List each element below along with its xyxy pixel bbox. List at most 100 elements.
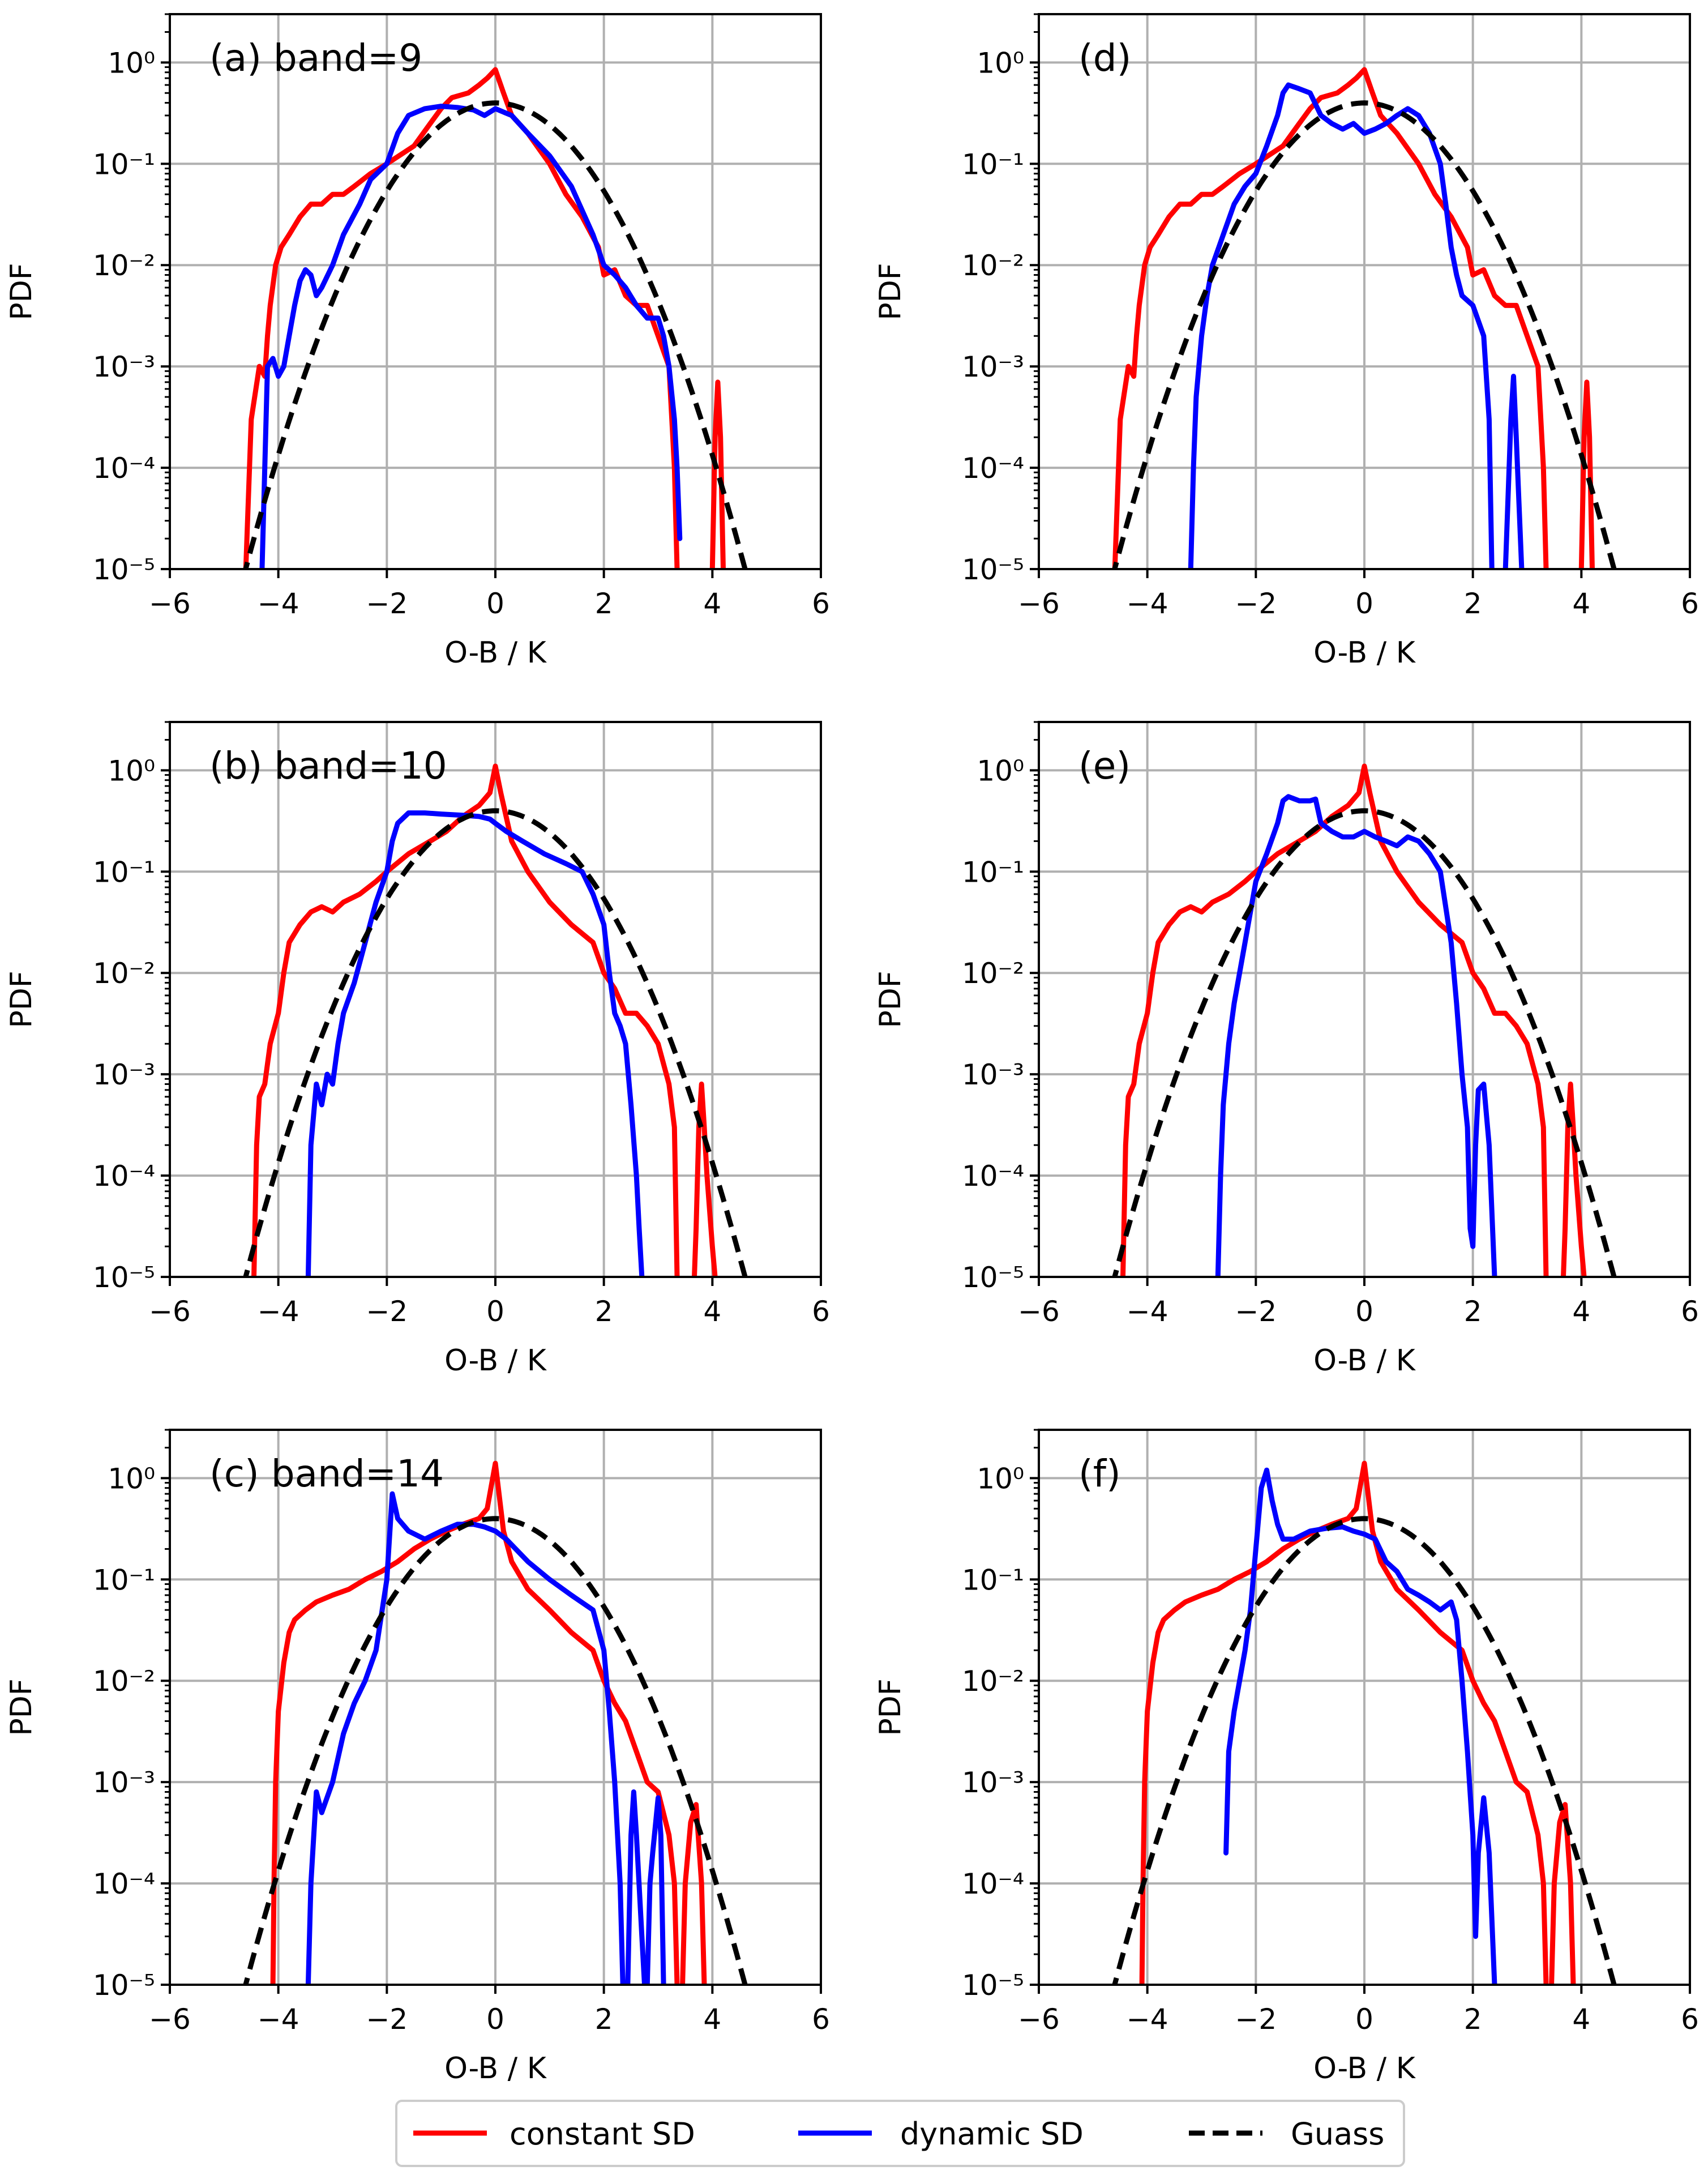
panel-annotation: (d) (1078, 36, 1131, 80)
x-tick-label: 4 (703, 1295, 721, 1328)
y-tick-label: 10⁻³ (93, 1766, 155, 1799)
y-tick-label: 10⁻⁵ (93, 553, 155, 586)
y-axis-label: PDF (874, 971, 907, 1028)
x-tick-label: 4 (1572, 587, 1590, 620)
series-line-guass (243, 808, 748, 1277)
y-tick-label: 10⁻² (962, 249, 1024, 282)
y-axis-label: PDF (874, 263, 907, 320)
x-tick-label: −2 (366, 1295, 408, 1328)
series-group (243, 67, 748, 569)
y-tick-label: 10⁻¹ (93, 1563, 155, 1596)
y-tick-label: 10⁻⁵ (93, 1261, 155, 1294)
y-tick-label: 10⁰ (977, 46, 1024, 79)
y-tick-label: 10⁻⁴ (962, 452, 1024, 485)
y-tick-label: 10⁻³ (93, 1058, 155, 1091)
subplot-e: −6 −4 −2 0 2 4 6 10⁰ 10⁻¹ 10⁻² 10⁻³ 10⁻⁴ 10⁻⁵ O-B / K… (874, 721, 1699, 1378)
x-tick-label: −2 (1235, 2003, 1277, 2036)
series-line-constant-sd (1139, 1460, 1576, 1985)
y-tick-label: 10⁻⁵ (962, 553, 1024, 586)
series-group (243, 763, 748, 1277)
series-line-guass (243, 1516, 748, 1985)
panel-annotation: (e) (1078, 744, 1131, 788)
x-tick-label: 6 (812, 2003, 830, 2036)
x-tick-label: −6 (1018, 1295, 1060, 1328)
x-tick-label: −4 (258, 587, 299, 620)
x-axis-label: O-B / K (444, 2052, 547, 2086)
y-tick-label: 10⁻³ (962, 351, 1024, 383)
y-tick-label: 10⁻³ (93, 351, 155, 383)
series-line-guass (243, 100, 748, 569)
x-tick-label: 2 (1464, 2003, 1482, 2036)
y-tick-label: 10⁻⁵ (962, 1261, 1024, 1294)
x-tick-label: 4 (703, 587, 721, 620)
legend-constant-sd-label: constant SD (510, 2116, 695, 2152)
x-tick-label: 4 (703, 2003, 721, 2036)
series-line-dynamic-sd (305, 1491, 666, 1985)
y-tick-label: 10⁻⁴ (962, 1160, 1024, 1193)
series-line-dynamic-sd (259, 104, 683, 569)
x-tick-label: 6 (1681, 2003, 1699, 2036)
y-tick-label: 10⁰ (977, 754, 1024, 787)
x-tick-label: −4 (258, 2003, 299, 2036)
panel-annotation: (c) band=14 (209, 1452, 444, 1495)
x-tick-label: 0 (486, 2003, 504, 2036)
x-tick-label: 0 (1355, 2003, 1373, 2036)
x-tick-label: 2 (1464, 1295, 1482, 1328)
x-tick-label: −2 (366, 2003, 408, 2036)
x-tick-label: 6 (1681, 587, 1699, 620)
x-tick-label: −6 (149, 1295, 191, 1328)
x-tick-label: −6 (149, 2003, 191, 2036)
series-line-dynamic-sd (1215, 794, 1497, 1277)
x-tick-label: −6 (1018, 2003, 1060, 2036)
y-tick-label: 10⁻¹ (962, 1563, 1024, 1596)
x-tick-label: 2 (595, 2003, 613, 2036)
x-tick-label: 6 (1681, 1295, 1699, 1328)
y-axis-label: PDF (5, 263, 38, 320)
y-tick-label: 10⁻³ (962, 1058, 1024, 1091)
x-tick-label: 2 (595, 1295, 613, 1328)
x-tick-label: −6 (149, 587, 191, 620)
y-tick-label: 10⁻² (962, 957, 1024, 990)
x-tick-label: −4 (258, 1295, 299, 1328)
y-tick-label: 10⁻² (93, 1665, 155, 1698)
y-tick-label: 10⁻⁴ (93, 1160, 155, 1193)
subplot-d: −6 −4 −2 0 2 4 6 10⁰ 10⁻¹ 10⁻² 10⁻³ 10⁻⁴ 10⁻⁵ O-B / K… (874, 13, 1699, 670)
series-line-dynamic-sd (1223, 1467, 1497, 1985)
x-tick-label: 0 (486, 587, 504, 620)
x-tick-label: −4 (1127, 2003, 1168, 2036)
series-line-guass (1112, 808, 1617, 1277)
y-tick-label: 10⁻¹ (962, 148, 1024, 181)
x-axis-label: O-B / K (444, 1344, 547, 1378)
panel-annotation: (a) band=9 (209, 36, 422, 80)
y-tick-label: 10⁻¹ (93, 856, 155, 888)
x-axis-label: O-B / K (1313, 636, 1416, 670)
series-line-constant-sd (270, 1460, 707, 1985)
y-tick-label: 10⁰ (977, 1462, 1024, 1495)
series-group (1112, 763, 1617, 1277)
x-axis-label: O-B / K (1313, 1344, 1416, 1378)
x-axis-label: O-B / K (1313, 2052, 1416, 2086)
x-tick-label: 0 (486, 1295, 504, 1328)
x-tick-label: 4 (1572, 1295, 1590, 1328)
y-tick-label: 10⁻⁴ (93, 1868, 155, 1900)
y-tick-label: 10⁻² (93, 957, 155, 990)
x-tick-label: 0 (1355, 1295, 1373, 1328)
series-group (243, 1460, 748, 1985)
y-tick-label: 10⁻¹ (93, 148, 155, 181)
panel-annotation: (f) (1078, 1452, 1121, 1495)
x-tick-label: −6 (1018, 587, 1060, 620)
y-tick-label: 10⁰ (108, 754, 155, 787)
y-tick-label: 10⁰ (108, 46, 155, 79)
x-tick-label: −2 (366, 587, 408, 620)
y-tick-label: 10⁻⁴ (962, 1868, 1024, 1900)
x-axis-label: O-B / K (444, 636, 547, 670)
subplot-a: −6 −4 −2 0 2 4 6 10⁰ 10⁻¹ 10⁻² 10⁻³ 10⁻⁴ 10⁻⁵ O-B / K… (5, 13, 830, 670)
subplot-b: −6 −4 −2 0 2 4 6 10⁰ 10⁻¹ 10⁻² 10⁻³ 10⁻⁴ 10⁻⁵ O-B / K… (5, 721, 830, 1378)
series-line-guass (1112, 100, 1617, 569)
y-tick-label: 10⁻² (962, 1665, 1024, 1698)
x-tick-label: 6 (812, 587, 830, 620)
y-tick-label: 10⁻³ (962, 1766, 1024, 1799)
series-line-constant-sd (251, 763, 718, 1277)
x-tick-label: −4 (1127, 587, 1168, 620)
